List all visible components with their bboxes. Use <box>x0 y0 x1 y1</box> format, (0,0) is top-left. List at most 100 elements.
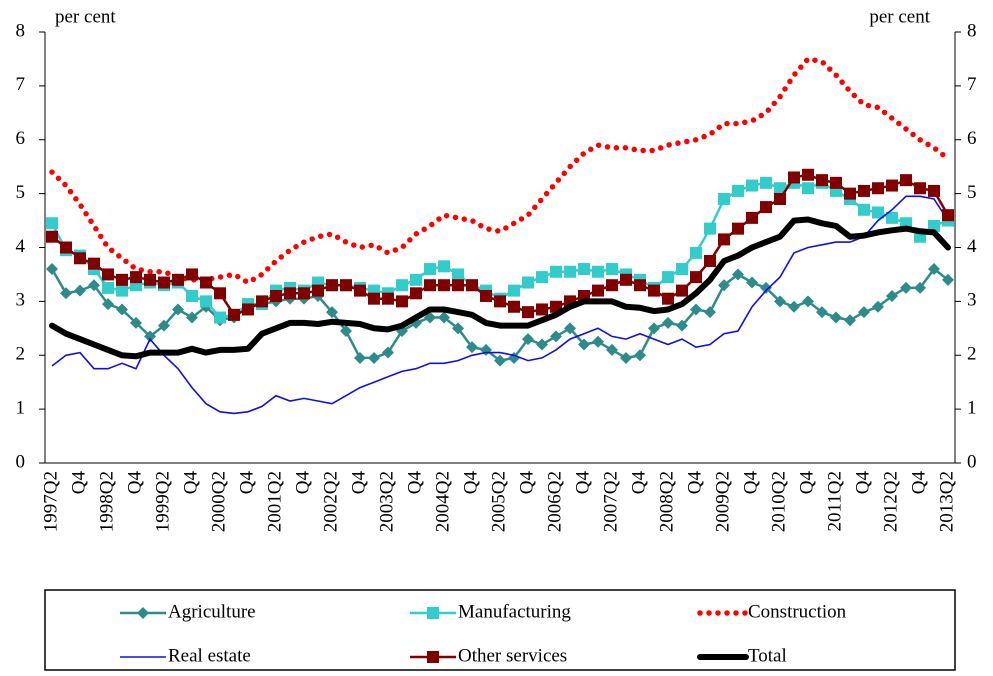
x-tick-label: 2009Q2 <box>712 471 733 532</box>
x-tick-label: Q4 <box>68 471 89 495</box>
x-tick-label: Q4 <box>180 471 201 495</box>
point <box>494 354 506 367</box>
legend-box <box>44 589 956 671</box>
point <box>886 289 898 302</box>
point <box>88 279 100 292</box>
x-tick-label: Q4 <box>236 471 257 495</box>
point <box>928 263 940 276</box>
point <box>732 222 744 235</box>
point <box>284 287 296 300</box>
x-tick-label: 2007Q2 <box>600 471 621 532</box>
point <box>760 176 772 189</box>
point <box>452 268 464 281</box>
point <box>354 351 366 364</box>
point <box>858 203 870 216</box>
point <box>382 292 394 305</box>
point <box>424 279 436 292</box>
point <box>746 276 758 289</box>
point <box>200 295 212 308</box>
point <box>550 265 562 278</box>
point <box>214 311 226 324</box>
point <box>480 289 492 302</box>
y2-axis-label: per cent <box>869 6 930 27</box>
legend-marker <box>427 607 439 619</box>
point <box>620 351 632 364</box>
x-tick-label: Q4 <box>516 471 537 495</box>
legend-label: Construction <box>748 601 847 622</box>
x-tick-label: 2000Q2 <box>208 471 229 532</box>
x-tick-label: 2003Q2 <box>376 471 397 532</box>
point <box>270 289 282 302</box>
point <box>438 311 450 324</box>
legend-marker <box>427 651 439 663</box>
point <box>522 276 534 289</box>
point <box>424 263 436 276</box>
point <box>816 306 828 319</box>
y2-tick-label: 5 <box>967 182 977 203</box>
point <box>704 222 716 235</box>
point <box>130 271 142 284</box>
point <box>844 187 856 200</box>
point <box>326 306 338 319</box>
point <box>816 174 828 187</box>
point <box>592 284 604 297</box>
x-tick-label: 1999Q2 <box>152 471 173 532</box>
point <box>774 295 786 308</box>
point <box>900 174 912 187</box>
point <box>60 241 72 254</box>
point <box>900 281 912 294</box>
x-tick-label: 2001Q2 <box>264 471 285 532</box>
legend-label: Real estate <box>168 645 251 666</box>
legend-label: Other services <box>458 645 567 666</box>
point <box>774 182 786 195</box>
point <box>158 276 170 289</box>
x-tick-label: 2005Q2 <box>488 471 509 532</box>
point <box>564 322 576 335</box>
x-tick-label: 2013Q2 <box>936 471 957 532</box>
point <box>116 284 128 297</box>
point <box>886 211 898 224</box>
point <box>830 176 842 189</box>
point <box>536 271 548 284</box>
x-tick-label: Q4 <box>404 471 425 495</box>
point <box>410 273 422 286</box>
point <box>802 168 814 181</box>
point <box>242 303 254 316</box>
point <box>466 279 478 292</box>
point <box>368 351 380 364</box>
point <box>774 193 786 206</box>
y2-tick-label: 4 <box>967 236 977 257</box>
point <box>536 338 548 351</box>
point <box>144 330 156 343</box>
point <box>662 292 674 305</box>
y-tick-label: 0 <box>16 451 26 472</box>
y-tick-label: 2 <box>16 344 26 365</box>
point <box>690 271 702 284</box>
point <box>452 322 464 335</box>
point <box>592 335 604 348</box>
point <box>858 306 870 319</box>
y-tick-label: 1 <box>16 397 26 418</box>
point <box>536 303 548 316</box>
point <box>312 284 324 297</box>
point <box>102 281 114 294</box>
point <box>396 295 408 308</box>
point <box>858 184 870 197</box>
point <box>648 284 660 297</box>
point <box>606 279 618 292</box>
point <box>760 281 772 294</box>
point <box>452 279 464 292</box>
point <box>788 300 800 313</box>
point <box>704 306 716 319</box>
x-tick-label: Q4 <box>908 471 929 495</box>
point <box>914 281 926 294</box>
x-tick-label: Q4 <box>628 471 649 495</box>
point <box>74 284 86 297</box>
point <box>438 260 450 273</box>
x-tick-label: Q4 <box>348 471 369 495</box>
point <box>802 182 814 195</box>
x-tick-label: Q4 <box>292 471 313 495</box>
point <box>942 273 954 286</box>
point <box>928 219 940 232</box>
legend-label: Manufacturing <box>458 601 571 622</box>
